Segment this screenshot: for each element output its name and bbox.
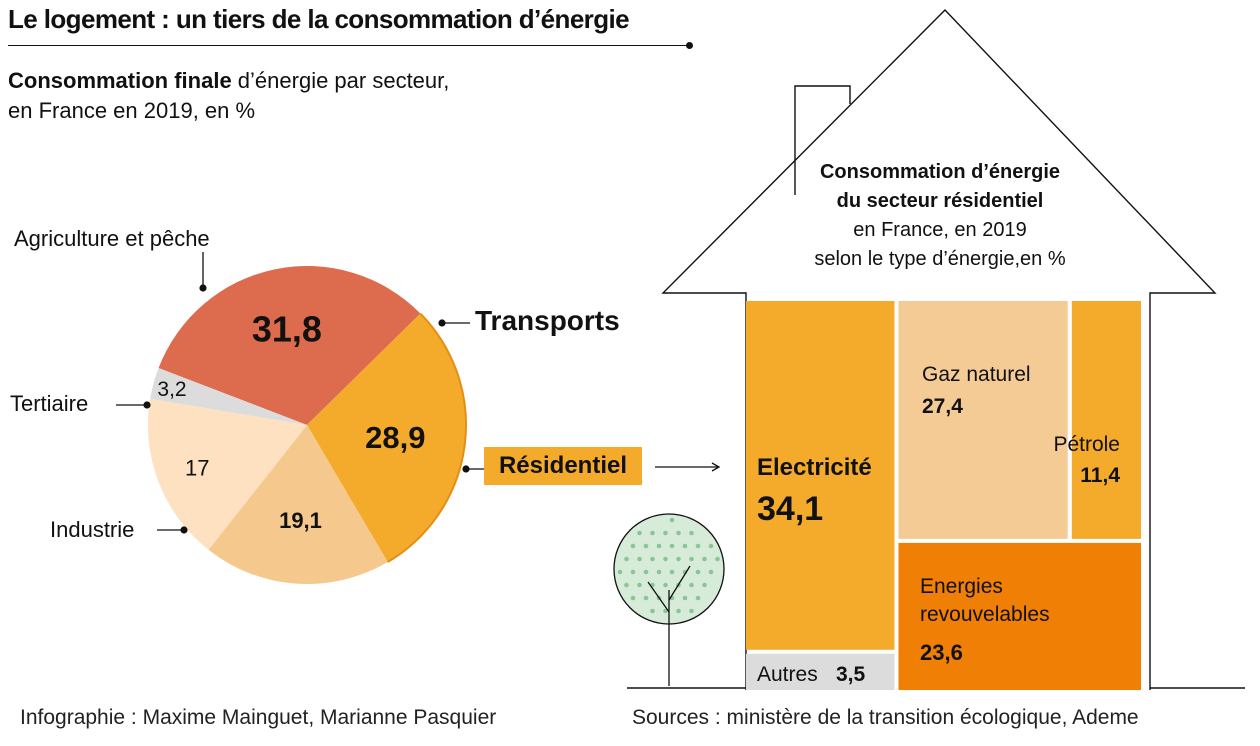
tree-dot (643, 569, 649, 575)
pie-label-agriculture: Agriculture et pêche (14, 226, 210, 251)
pie-value-transports: 31,8 (252, 308, 322, 349)
pie-slice-industrie (208, 425, 388, 584)
tree-dot (676, 608, 681, 614)
pie-value-tertiaire: 17 (185, 455, 209, 480)
treemap-label-renouvelables-2: revouvelables (920, 603, 1050, 626)
tree-dot (695, 543, 701, 549)
chart-subtitle: Consommation finale d’énergie par secteu… (8, 66, 449, 126)
tree-dot (669, 517, 675, 523)
pie-chart (147, 266, 467, 584)
pie-slice-residentiel-outline (387, 312, 467, 563)
tree-dot (663, 556, 668, 562)
pie-value-agriculture: 3,2 (157, 378, 186, 401)
tree-dot (663, 608, 668, 614)
house-title-line1: Consommation d’énergie (819, 161, 1061, 183)
tree-dot (676, 530, 681, 536)
treemap-chart: Electricité 34,1 Autres 3,5 Gaz naturel 27,4 P… (746, 301, 1141, 690)
tree-dot (637, 582, 642, 588)
house-title-line4: selon le type d’énergie,en % (814, 248, 1066, 270)
title-rule-dot (686, 42, 693, 49)
tree-dot (643, 595, 649, 601)
residentiel-badge: Résidentiel (484, 447, 642, 485)
tree-dot (643, 543, 649, 549)
tree-dot (682, 543, 688, 549)
tree-dot (656, 569, 662, 575)
treemap-cell-electricite (746, 301, 895, 650)
tree-dot (630, 595, 636, 601)
subtitle-rest: d’énergie par secteur, (231, 68, 450, 93)
treemap-label-electricite: Electricité (757, 454, 872, 481)
subtitle-bold: Consommation finale (8, 68, 232, 93)
credit-infographie: Infographie : Maxime Mainguet, Marianne … (20, 706, 497, 729)
pie-value-residentiel: 28,9 (365, 420, 425, 455)
tree-dot (708, 543, 714, 549)
tree-dot (682, 595, 688, 601)
tree-branch-left (647, 581, 670, 613)
tree-dot (624, 582, 629, 588)
tree-dot (689, 556, 694, 562)
title-rule (8, 45, 692, 46)
treemap-value-gaz: 27,4 (922, 395, 963, 418)
house-outline (627, 8, 1245, 690)
treemap-value-petrole: 11,4 (1080, 464, 1120, 487)
tree-dot (663, 530, 668, 536)
treemap-label-petrole: Pétrole (1053, 433, 1120, 456)
tree-dot (637, 556, 642, 562)
tree-dot (708, 569, 714, 575)
pie-label-industrie: Industrie (50, 517, 134, 542)
tree-dot (650, 608, 655, 614)
tree-dot (650, 556, 655, 562)
treemap-label-gaz: Gaz naturel (922, 363, 1031, 386)
chart-title: Le logement : un tiers de la consommatio… (8, 4, 630, 34)
tree-dot (624, 556, 629, 562)
tree-dot (663, 582, 668, 588)
tree-dot (650, 530, 655, 536)
treemap-value-renouvelables: 23,6 (920, 640, 963, 665)
pie-slice-tertiaire (147, 398, 307, 550)
tree-dot (669, 543, 675, 549)
house-walls-roof (661, 8, 1217, 690)
tree-branch-right (668, 565, 691, 601)
tree-dot (676, 556, 681, 562)
tree-dot (669, 569, 675, 575)
pie-slice-transports (158, 266, 421, 425)
tree-dot (702, 582, 707, 588)
credit-sources: Sources : ministère de la transition éco… (632, 706, 1139, 729)
treemap-value-autres: 3,5 (836, 663, 866, 686)
tree-dot (689, 608, 694, 614)
house-chimney (794, 85, 851, 195)
house-title-line3: en France, en 2019 (853, 219, 1027, 241)
tree-dot (630, 543, 636, 549)
tree-dot (695, 595, 701, 601)
pie-slice-residentiel (307, 313, 467, 563)
pie-labels: 31,8 28,9 19,1 17 3,2 Transports Tertiaire Indu… (10, 226, 721, 542)
treemap-cell-gaz (898, 301, 1068, 539)
tree-dot (689, 582, 694, 588)
treemap-cell-renouvelables (898, 542, 1141, 690)
tree-dot (637, 530, 642, 536)
arrow-head (711, 462, 721, 472)
tree-dot (715, 556, 720, 562)
tree-dot (630, 569, 636, 575)
subtitle-line2: en France en 2019, en % (8, 98, 256, 123)
treemap-cell-petrole (1071, 301, 1141, 539)
treemap-value-electricite: 34,1 (757, 490, 823, 528)
tree-dot (656, 543, 662, 549)
tree-dot (689, 530, 694, 536)
pie-value-industrie: 19,1 (279, 508, 322, 533)
treemap-cell-autres (746, 653, 895, 690)
pie-label-tertiaire: Tertiaire (10, 391, 88, 416)
treemap-label-autres: Autres (757, 663, 818, 686)
treemap-label-renouvelables-1: Energies (920, 575, 1003, 598)
tree-dot (695, 569, 701, 575)
house-title: Consommation d’énergie du secteur réside… (770, 158, 1110, 274)
pie-slice-agriculture (150, 368, 307, 425)
pie-label-transports: Transports (475, 305, 620, 336)
tree-dot (702, 556, 707, 562)
tree-dot (617, 569, 623, 575)
house-title-line2: du secteur résidentiel (836, 190, 1044, 212)
